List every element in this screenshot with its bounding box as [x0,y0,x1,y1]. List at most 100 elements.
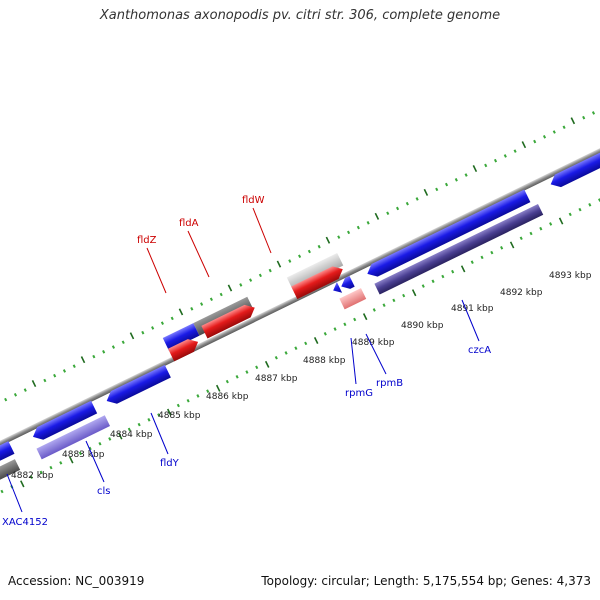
major-tick [178,308,184,316]
minor-tick [470,260,474,264]
major-tick [374,212,380,220]
scale-label: 4892 kbp [500,288,543,298]
gene-label-fldy[interactable]: fldY [160,458,180,469]
leader-line [252,207,272,254]
gene-blue-reverse-czca[interactable] [364,189,531,281]
major-tick [264,360,270,368]
gene-blue-reverse-xac[interactable] [0,441,15,468]
minor-tick [382,303,386,307]
minor-tick [588,203,592,207]
minor-tick [503,154,507,158]
minor-tick [255,365,259,370]
scale-label: 4889 kbp [352,338,395,348]
major-tick [570,117,576,125]
gene-gray-reverse-1[interactable] [0,459,21,484]
minor-tick [441,274,445,279]
minor-tick [529,231,533,236]
minor-tick [591,111,596,115]
gene-gray-forward-2[interactable] [286,252,344,291]
gene-label-fldw[interactable]: fldW [242,195,265,206]
gene-blue-reverse-rpmg[interactable] [331,282,343,296]
gene-blue-reverse-2[interactable] [104,364,171,407]
minor-tick [59,461,63,465]
minor-tick [392,298,396,303]
minor-tick [62,369,67,373]
minor-tick [493,158,498,163]
minor-tick [568,212,572,217]
minor-tick [258,273,262,278]
minor-tick [333,327,337,331]
gene-blue-reverse-rpmb[interactable] [339,275,355,292]
scale-labels: 4882 kbp 4883 kbp 4884 kbp 4885 kbp 4886… [11,271,592,481]
minor-tick [274,355,278,360]
minor-tick [170,316,174,321]
minor-tick [444,182,449,187]
major-tick [460,265,466,273]
scale-label: 4886 kbp [206,392,249,402]
map-title: Xanthomonas axonopodis pv. citri str. 30… [99,8,501,23]
gene-blue-reverse-edge[interactable] [548,139,600,191]
gene-label-flda[interactable]: fldA [179,218,199,229]
minor-tick [343,322,347,327]
leader-line [461,299,480,342]
gene-label-cls[interactable]: cls [97,486,111,497]
leader-line [150,412,169,455]
minor-tick [160,321,164,325]
gene-label-rpmg[interactable]: rpmG [345,388,373,399]
scale-label: 4890 kbp [401,321,444,331]
minor-tick [366,221,370,225]
minor-tick [323,332,327,336]
gene-label-xac4152[interactable]: XAC4152 [2,517,48,528]
minor-tick [552,130,556,134]
minor-tick [190,307,194,311]
gene-pink-reverse-1[interactable] [339,288,367,310]
minor-tick [519,236,523,241]
major-tick [411,289,417,297]
gene-red-forward-1[interactable] [168,336,201,362]
major-tick [20,480,25,488]
scale-label: 4884 kbp [110,430,153,440]
minor-tick [121,340,125,345]
gene-red-forward-2[interactable] [201,301,257,339]
major-tick [325,236,331,244]
gene-label-czca[interactable]: czcA [468,345,491,356]
minor-tick [176,403,180,408]
minor-tick [337,235,341,239]
leader-line [350,337,357,385]
accession-label: Accession: NC_003919 [8,574,145,588]
scale-label: 4885 kbp [158,411,201,421]
genome-track [0,111,600,494]
tick-ring-inner [0,198,600,494]
gene-blue-reverse-1[interactable] [30,400,98,443]
minor-tick [298,254,302,259]
minor-tick [347,230,351,235]
leader-line [187,230,210,278]
minor-tick [395,206,400,211]
minor-tick [484,163,488,168]
tick-ring-outer [4,111,596,402]
minor-tick [53,373,57,378]
minor-tick [249,278,253,282]
gene-lavender-reverse-1[interactable] [36,415,111,460]
major-tick [521,141,527,149]
leader-line [146,247,167,294]
minor-tick [147,418,151,422]
gene-label-rpmb[interactable]: rpmB [376,378,403,389]
gene-label-fldz[interactable]: fldZ [137,235,157,246]
minor-tick [317,244,321,249]
gene-purple-reverse-czca[interactable] [374,203,544,295]
gene-blue-forward-1[interactable] [162,323,200,351]
major-tick [558,217,564,225]
minor-tick [356,225,360,230]
scale-label: 4893 kbp [549,271,592,281]
minor-tick [372,308,376,312]
minor-tick [549,222,553,226]
major-tick [129,332,135,340]
major-tick [423,188,429,196]
minor-tick [421,284,425,288]
minor-tick [29,475,33,479]
minor-tick [4,397,8,402]
gene-red-forward-3[interactable] [291,263,346,300]
minor-tick [108,437,112,441]
